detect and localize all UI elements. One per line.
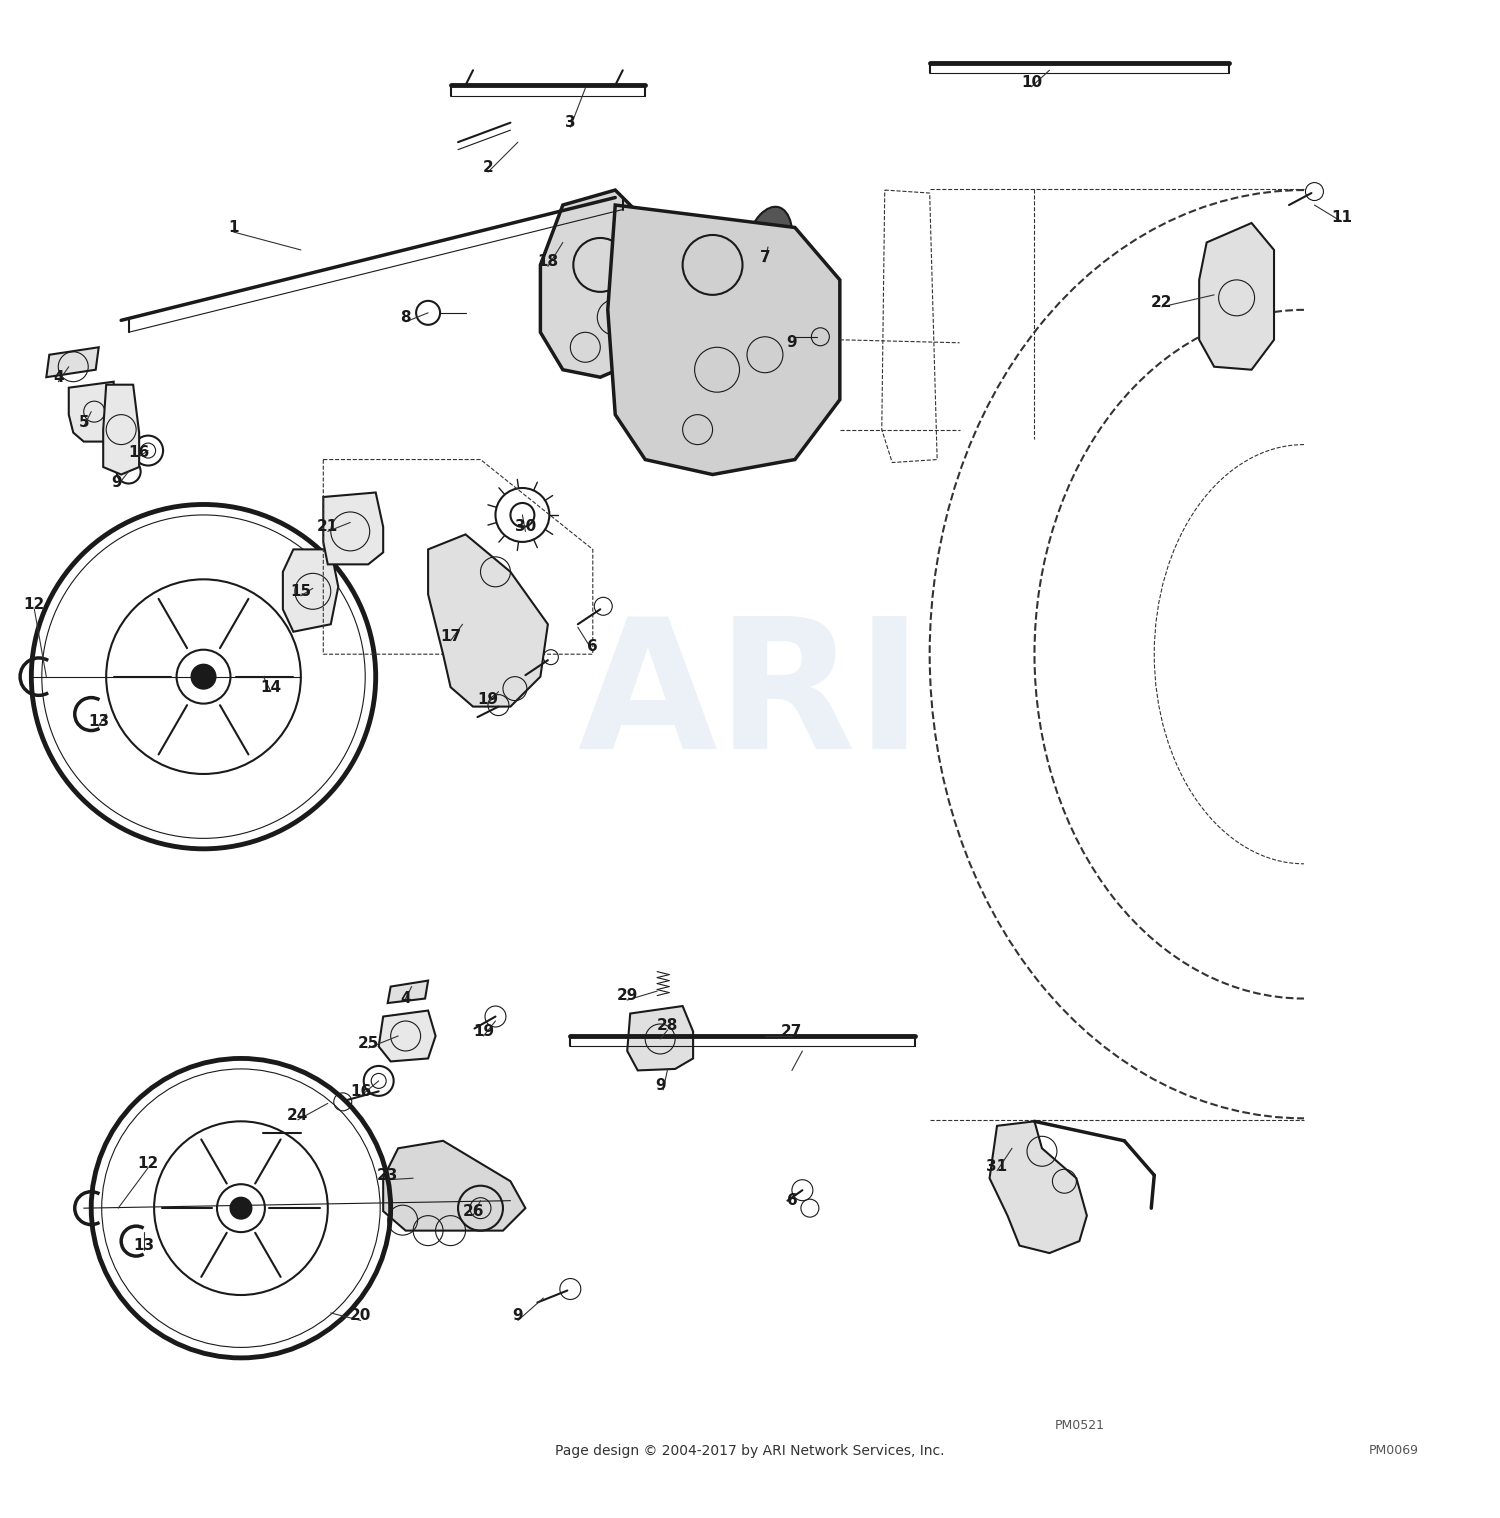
Polygon shape bbox=[1198, 223, 1274, 370]
Text: 27: 27 bbox=[782, 1025, 802, 1038]
Text: 9: 9 bbox=[513, 1309, 523, 1324]
Text: 21: 21 bbox=[316, 519, 339, 534]
Text: 2: 2 bbox=[483, 159, 494, 175]
Polygon shape bbox=[46, 348, 99, 376]
Polygon shape bbox=[990, 1122, 1088, 1252]
Polygon shape bbox=[608, 205, 840, 475]
Text: 4: 4 bbox=[400, 991, 411, 1006]
Polygon shape bbox=[69, 381, 114, 442]
Text: 1: 1 bbox=[228, 220, 238, 235]
Text: PM0521: PM0521 bbox=[1054, 1419, 1104, 1431]
Text: 16: 16 bbox=[129, 445, 150, 460]
Text: 31: 31 bbox=[987, 1158, 1008, 1173]
Polygon shape bbox=[378, 1011, 435, 1061]
Text: 6: 6 bbox=[786, 1193, 798, 1208]
Text: 16: 16 bbox=[350, 1084, 372, 1099]
Text: 4: 4 bbox=[53, 370, 63, 384]
Ellipse shape bbox=[744, 206, 792, 287]
Text: Page design © 2004-2017 by ARI Network Services, Inc.: Page design © 2004-2017 by ARI Network S… bbox=[555, 1444, 945, 1457]
Text: 12: 12 bbox=[138, 1155, 159, 1170]
Text: 22: 22 bbox=[1150, 294, 1173, 310]
Text: 6: 6 bbox=[588, 639, 598, 654]
Text: 13: 13 bbox=[134, 1239, 154, 1252]
Polygon shape bbox=[540, 190, 675, 376]
Polygon shape bbox=[382, 1142, 525, 1231]
Text: 28: 28 bbox=[657, 1019, 678, 1034]
Circle shape bbox=[231, 1198, 252, 1219]
Text: 9: 9 bbox=[111, 475, 122, 489]
Text: 19: 19 bbox=[477, 692, 498, 706]
Text: 23: 23 bbox=[376, 1167, 399, 1183]
Text: 26: 26 bbox=[462, 1204, 484, 1219]
Text: 19: 19 bbox=[472, 1025, 494, 1038]
Circle shape bbox=[192, 665, 216, 689]
Text: 13: 13 bbox=[88, 713, 110, 729]
Text: 25: 25 bbox=[357, 1035, 380, 1050]
Text: 10: 10 bbox=[1022, 74, 1042, 90]
Polygon shape bbox=[427, 534, 548, 706]
Polygon shape bbox=[324, 492, 382, 565]
Text: 11: 11 bbox=[1330, 209, 1352, 225]
Polygon shape bbox=[104, 384, 140, 475]
Text: 9: 9 bbox=[656, 1078, 666, 1093]
Text: 17: 17 bbox=[440, 628, 460, 644]
Text: 20: 20 bbox=[350, 1309, 372, 1324]
Text: 7: 7 bbox=[759, 250, 771, 266]
Text: 24: 24 bbox=[286, 1108, 309, 1123]
Polygon shape bbox=[284, 550, 339, 631]
Text: 12: 12 bbox=[24, 597, 45, 612]
Text: 8: 8 bbox=[400, 310, 411, 325]
Text: ARI: ARI bbox=[578, 612, 922, 788]
Text: 14: 14 bbox=[261, 680, 282, 695]
Text: 9: 9 bbox=[786, 335, 796, 351]
Text: 29: 29 bbox=[616, 988, 638, 1003]
Polygon shape bbox=[627, 1006, 693, 1070]
Text: 15: 15 bbox=[291, 584, 312, 598]
Text: 30: 30 bbox=[514, 519, 535, 534]
Polygon shape bbox=[387, 981, 427, 1003]
Text: 3: 3 bbox=[566, 115, 576, 131]
Text: PM0069: PM0069 bbox=[1370, 1444, 1419, 1457]
Text: 18: 18 bbox=[537, 255, 558, 269]
Text: 5: 5 bbox=[78, 414, 88, 430]
